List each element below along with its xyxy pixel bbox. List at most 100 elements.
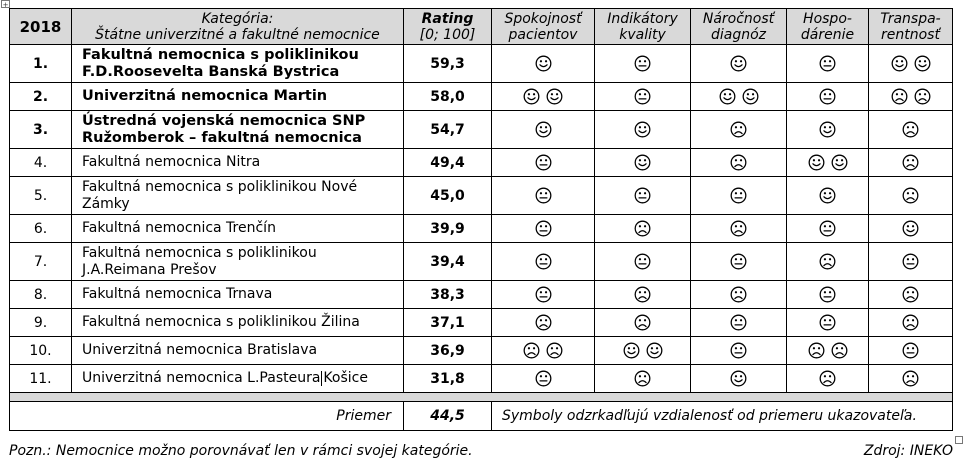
frown-face-icon <box>902 370 919 387</box>
row-rating: 49,4 <box>403 148 492 177</box>
neutral-face-icon <box>634 55 651 72</box>
row-symbol-cell <box>786 242 869 281</box>
row-symbol-cell <box>594 280 691 309</box>
row-hospital-name: Ústredná vojenská nemocnica SNP Ružomber… <box>71 110 404 149</box>
neutral-face-icon <box>730 187 747 204</box>
row-symbol-cell <box>868 336 953 365</box>
header-indicator-line1: Indikátory <box>607 10 678 27</box>
table-row: 7. Fakultná nemocnica s poliklinikou J.A… <box>9 242 953 281</box>
row-hospital-name[interactable]: Univerzitná nemocnica L.Pasteura Košice <box>71 364 404 393</box>
row-rank: 5. <box>9 176 72 215</box>
frown-face-icon <box>891 88 907 105</box>
row-symbol-cell <box>690 280 787 309</box>
smile-face-icon <box>535 121 551 138</box>
header-category-line2: Štátne univerzitné a fakultné nemocnice <box>95 26 380 43</box>
row-symbol-cell <box>786 82 869 111</box>
row-rank: 6. <box>9 214 72 243</box>
neutral-face-icon <box>730 314 747 331</box>
neutral-face-icon <box>819 55 836 72</box>
header-indicator-line1: Spokojnosť <box>504 10 582 27</box>
frown-face-icon <box>902 187 919 204</box>
neutral-face-icon <box>535 370 551 387</box>
neutral-face-icon <box>819 88 836 105</box>
row-symbol-cell <box>594 44 691 83</box>
header-indicator-3: Hospo- dárenie <box>786 8 869 45</box>
row-hospital-name: Fakultná nemocnica s poliklinikou Žilina <box>71 308 404 337</box>
row-symbol-cell <box>868 176 953 215</box>
row-rank: 11. <box>9 364 72 393</box>
table-move-handle[interactable]: + <box>1 0 10 9</box>
row-rating: 36,9 <box>403 336 492 365</box>
neutral-face-icon <box>535 220 551 237</box>
row-rating: 38,3 <box>403 280 492 309</box>
text-caret <box>321 370 323 386</box>
smile-face-icon <box>742 88 758 105</box>
average-row: Priemer 44,5 Symboly odzrkadľujú vzdiale… <box>9 401 953 431</box>
row-symbol-cell <box>594 110 691 149</box>
symbols-note: Symboly odzrkadľujú vzdialenosť od priem… <box>491 401 953 431</box>
frown-face-icon <box>523 342 540 359</box>
header-category-line1: Kategória: <box>201 10 274 27</box>
smile-face-icon <box>634 121 651 138</box>
row-symbol-cell <box>690 176 787 215</box>
header-row: 2018 Kategória: Štátne univerzitné a fak… <box>9 8 953 45</box>
header-category: Kategória: Štátne univerzitné a fakultné… <box>71 8 404 45</box>
source-note: Zdroj: INEKO <box>863 443 953 459</box>
row-symbol-cell <box>491 110 595 149</box>
row-rank: 2. <box>9 82 72 111</box>
row-symbol-cell <box>786 364 869 393</box>
row-symbol-cell <box>786 336 869 365</box>
row-symbol-cell <box>491 364 595 393</box>
row-symbol-cell <box>868 364 953 393</box>
row-symbol-cell <box>491 44 595 83</box>
row-symbol-cell <box>491 336 595 365</box>
smile-face-icon <box>808 154 824 171</box>
average-value: 44,5 <box>403 401 492 431</box>
row-hospital-name: Fakultná nemocnica s poliklinikou F.D.Ro… <box>71 44 404 83</box>
row-symbol-cell <box>594 148 691 177</box>
header-indicator-1: Indikátory kvality <box>594 8 691 45</box>
row-symbol-cell <box>786 176 869 215</box>
neutral-face-icon <box>730 253 747 270</box>
row-rating: 54,7 <box>403 110 492 149</box>
row-rank: 3. <box>9 110 72 149</box>
frown-face-icon <box>535 314 551 331</box>
footnote: Pozn.: Nemocnice možno porovnávať len v … <box>9 443 473 459</box>
header-indicator-line2: dárenie <box>800 26 855 43</box>
neutral-face-icon <box>902 253 919 270</box>
row-symbol-cell <box>868 44 953 83</box>
row-hospital-name: Univerzitná nemocnica Martin <box>71 82 404 111</box>
table-row: 9. Fakultná nemocnica s poliklinikou Žil… <box>9 308 953 337</box>
table-row: 2. Univerzitná nemocnica Martin 58,0 <box>9 82 953 111</box>
row-symbol-cell <box>690 110 787 149</box>
row-symbol-cell <box>690 214 787 243</box>
row-symbol-cell <box>868 242 953 281</box>
table-row: 10. Univerzitná nemocnica Bratislava 36,… <box>9 336 953 365</box>
frown-face-icon <box>634 220 651 237</box>
row-name-part1: Univerzitná nemocnica L.Pasteura <box>82 370 321 386</box>
frown-face-icon <box>914 88 930 105</box>
row-symbol-cell <box>786 308 869 337</box>
smile-face-icon <box>523 88 540 105</box>
smile-face-icon <box>646 342 662 359</box>
frown-face-icon <box>730 220 747 237</box>
frown-face-icon <box>819 370 836 387</box>
row-symbol-cell <box>868 148 953 177</box>
row-rank: 8. <box>9 280 72 309</box>
header-indicator-line2: diagnóz <box>710 26 767 43</box>
header-rating: Rating [0; 100] <box>403 8 492 45</box>
smile-face-icon <box>819 187 836 204</box>
ranking-table: 2018 Kategória: Štátne univerzitné a fak… <box>9 8 953 431</box>
neutral-face-icon <box>634 88 651 105</box>
smile-face-icon <box>719 88 735 105</box>
frown-face-icon <box>819 253 836 270</box>
row-symbol-cell <box>868 308 953 337</box>
row-symbol-cell <box>690 308 787 337</box>
neutral-face-icon <box>634 187 651 204</box>
table-row: 5. Fakultná nemocnica s poliklinikou Nov… <box>9 176 953 215</box>
row-rating: 31,8 <box>403 364 492 393</box>
row-symbol-cell <box>690 148 787 177</box>
table-resize-handle[interactable] <box>955 436 963 444</box>
row-rating: 59,3 <box>403 44 492 83</box>
row-symbol-cell <box>491 280 595 309</box>
